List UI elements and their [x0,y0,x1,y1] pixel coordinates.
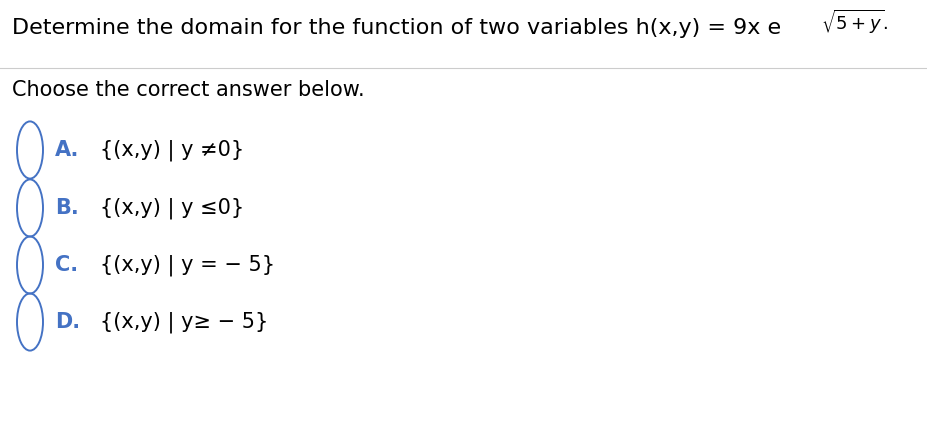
Text: {(x,y) | y≥ − 5}: {(x,y) | y≥ − 5} [100,311,268,333]
Text: A.: A. [55,140,80,160]
Text: {(x,y) | y ≤0}: {(x,y) | y ≤0} [100,197,244,219]
Text: {(x,y) | y ≠0}: {(x,y) | y ≠0} [100,139,244,161]
Text: D.: D. [55,312,80,332]
Text: Choose the correct answer below.: Choose the correct answer below. [12,80,364,100]
Text: {(x,y) | y = − 5}: {(x,y) | y = − 5} [100,254,274,276]
Text: Determine the domain for the function of two variables h(x,y) = 9x e: Determine the domain for the function of… [12,18,781,38]
Text: B.: B. [55,198,79,218]
Text: C.: C. [55,255,78,275]
Text: $\sqrt{5+y}$.: $\sqrt{5+y}$. [820,8,887,36]
